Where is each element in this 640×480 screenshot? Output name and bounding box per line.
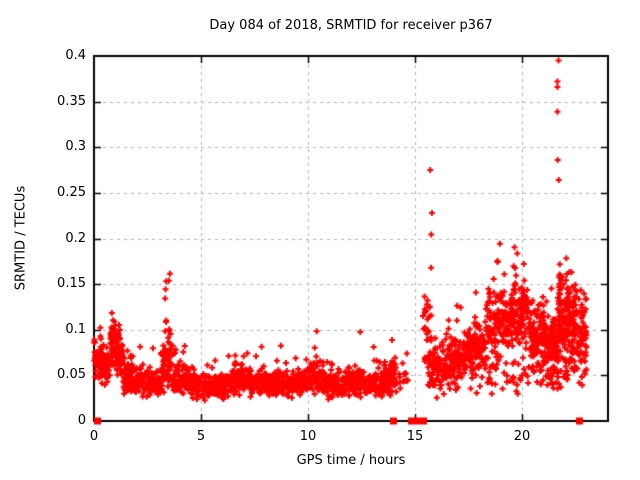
x-tick-label: 20 (513, 429, 531, 444)
x-tick-label: 15 (406, 429, 424, 444)
x-axis-label: GPS time / hours (296, 453, 406, 468)
y-tick-label: 0.35 (57, 94, 86, 109)
y-tick-label: 0.05 (57, 367, 86, 382)
y-tick-label: 0.1 (65, 322, 86, 337)
x-tick-label: 5 (196, 429, 206, 444)
y-tick-label: 0.25 (57, 185, 86, 200)
y-tick-label: 0.15 (57, 276, 86, 291)
x-tick-label: 0 (89, 429, 99, 444)
chart-title: Day 084 of 2018, SRMTID for receiver p36… (209, 18, 493, 33)
y-tick-label: 0.3 (65, 139, 86, 154)
y-tick-label: 0.2 (65, 231, 86, 246)
y-tick-label: 0.4 (65, 48, 86, 63)
y-tick-label: 0 (77, 413, 86, 428)
x-tick-label: 10 (299, 429, 317, 444)
